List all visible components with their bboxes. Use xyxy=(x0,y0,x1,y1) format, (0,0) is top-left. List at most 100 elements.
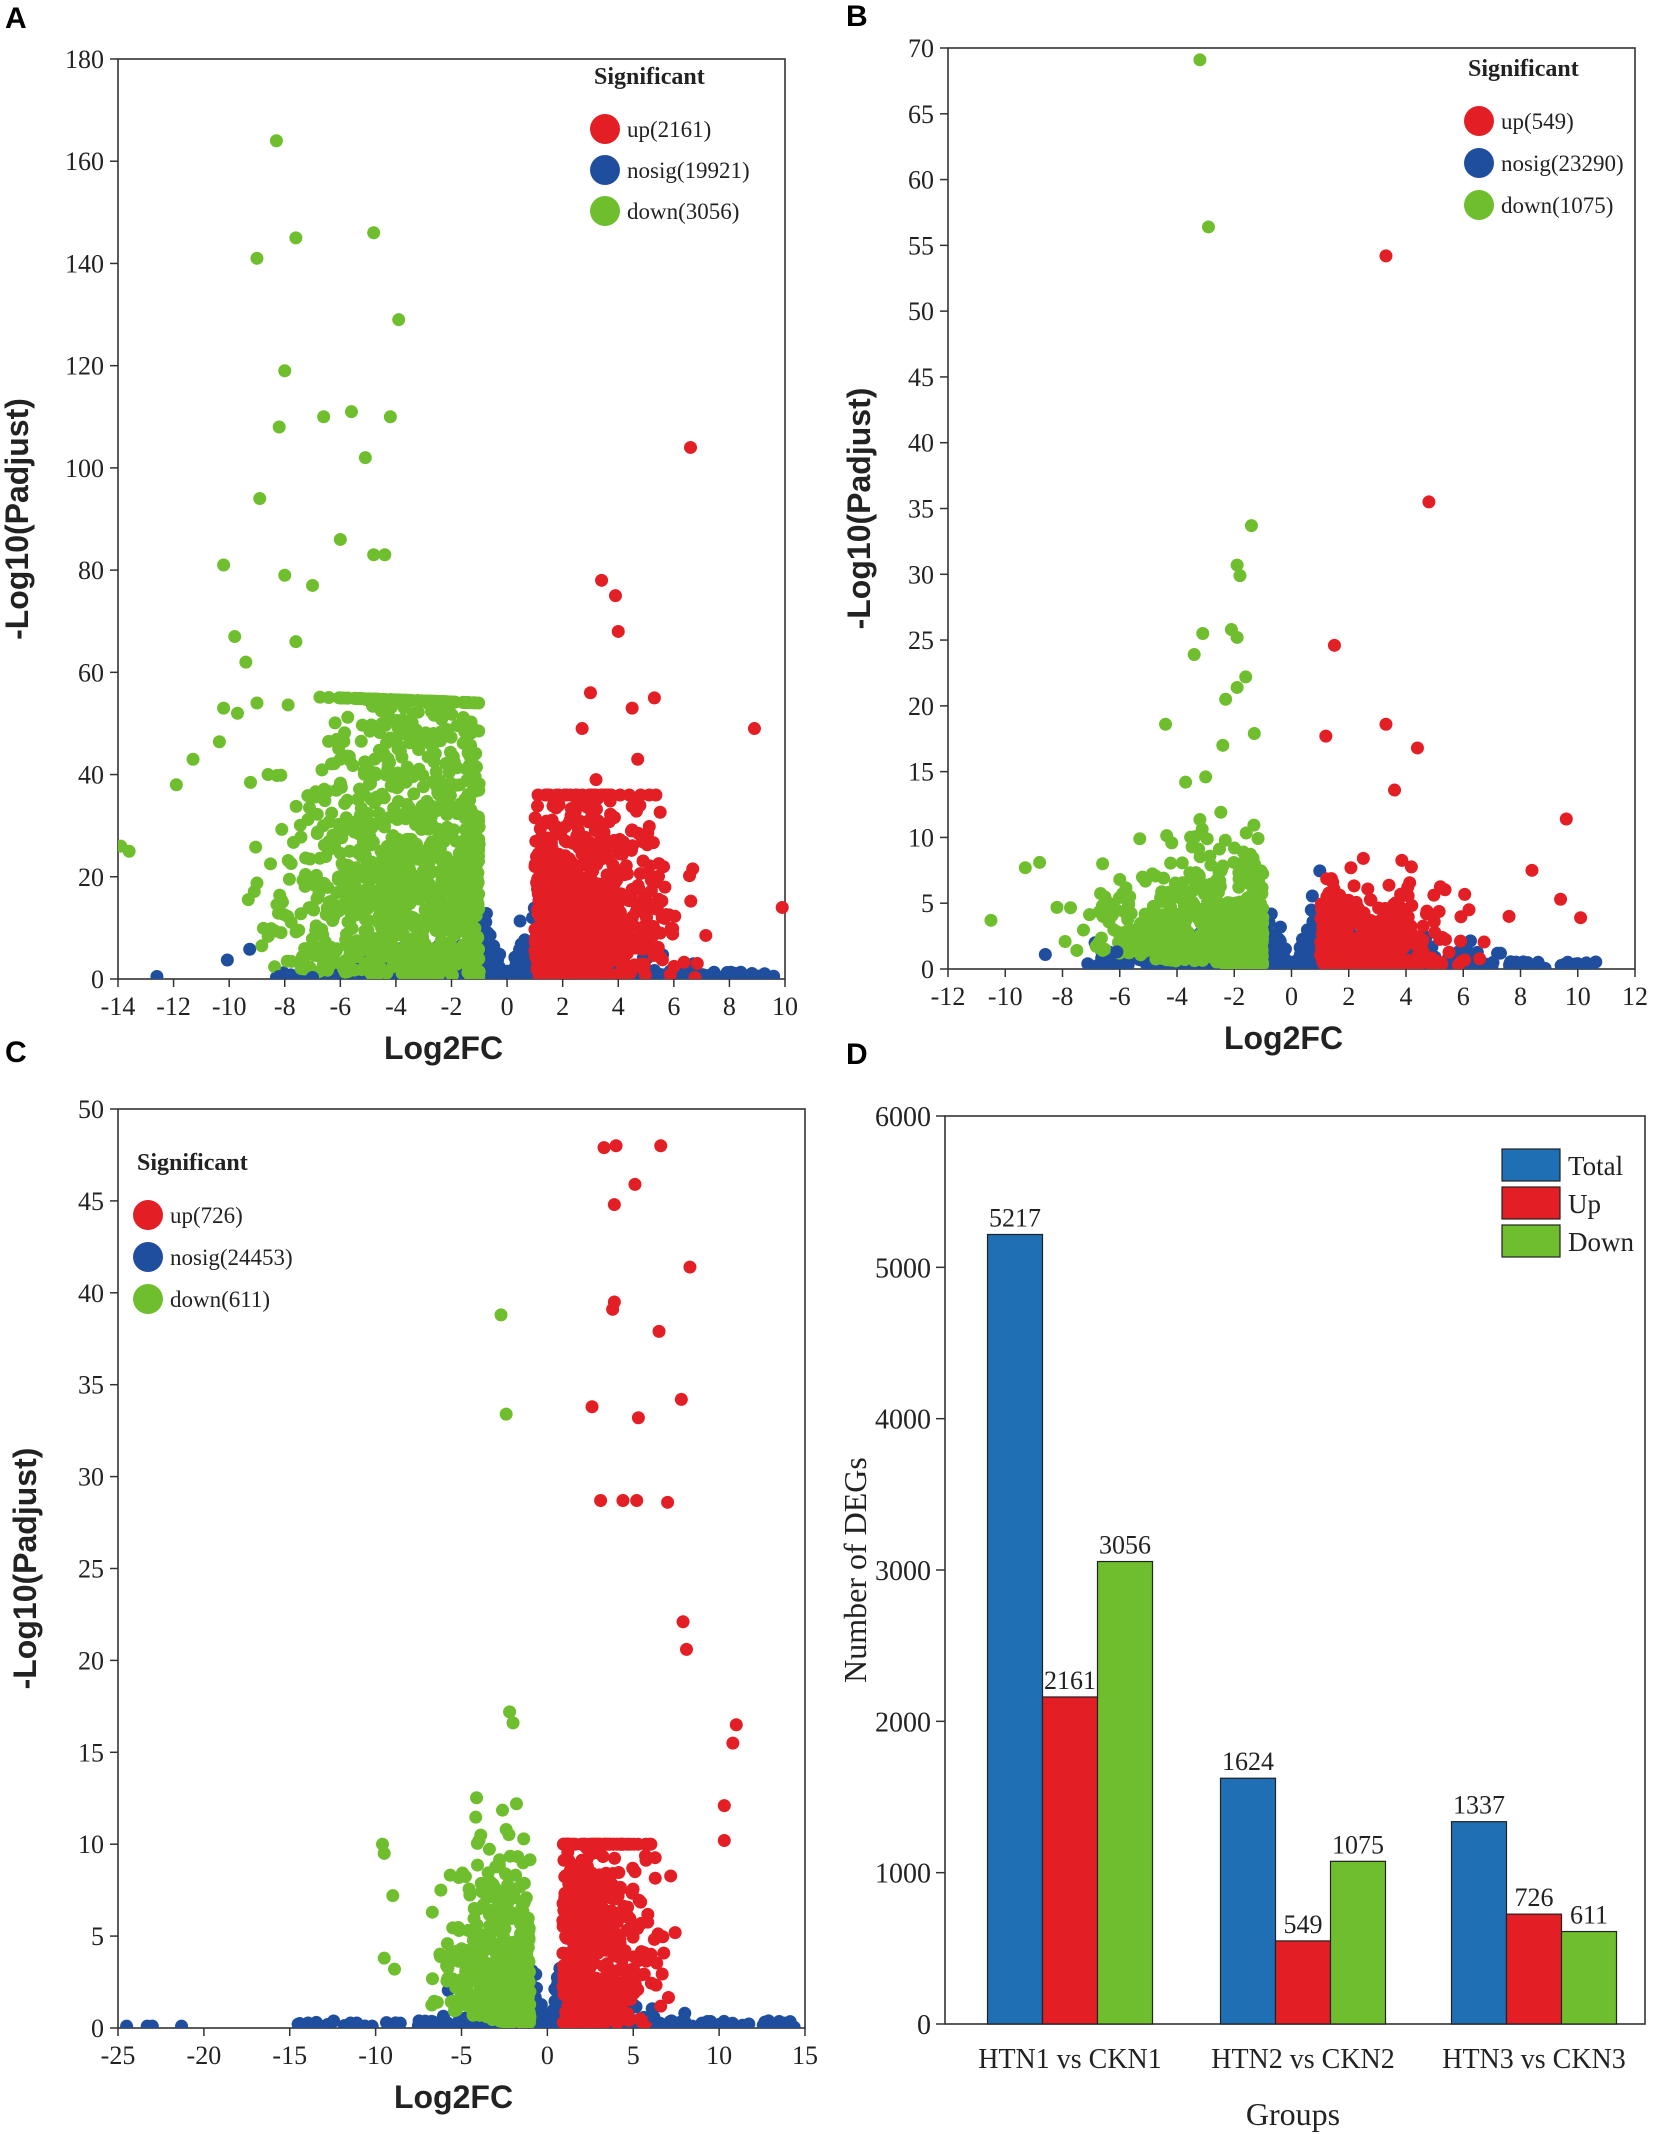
point-up xyxy=(548,822,562,836)
point-down xyxy=(1070,943,1084,957)
point-down xyxy=(388,693,402,707)
point-down xyxy=(1203,849,1217,863)
point-down xyxy=(1138,874,1152,888)
point-down xyxy=(468,958,482,972)
point-down xyxy=(377,820,391,834)
x-axis: -14 -12 -10 -8 -6 -4 -2 0 2 4 6 8 10 xyxy=(101,979,798,1021)
point-down xyxy=(1183,945,1197,959)
point-down xyxy=(425,705,439,719)
point-down xyxy=(404,914,418,928)
point-up xyxy=(593,912,607,926)
point-down xyxy=(417,694,431,708)
point-up xyxy=(581,855,595,869)
point-up xyxy=(578,930,592,944)
point-down xyxy=(425,835,439,849)
point-down xyxy=(367,548,381,562)
point-down xyxy=(378,548,392,562)
point-down xyxy=(169,778,183,792)
point-up xyxy=(587,798,601,812)
point-down xyxy=(391,742,405,756)
point-down xyxy=(322,895,336,909)
point-up xyxy=(600,944,614,958)
point-down xyxy=(338,797,352,811)
point-down xyxy=(405,716,419,730)
point-nosig xyxy=(728,966,742,979)
point-down xyxy=(1094,886,1108,900)
point-down xyxy=(1094,931,1108,945)
y-tick-label: 0 xyxy=(91,965,104,994)
point-down xyxy=(471,897,485,911)
point-down xyxy=(1155,885,1169,899)
point-up xyxy=(580,955,594,969)
point-up xyxy=(539,814,553,828)
point-down xyxy=(313,690,327,704)
point-down xyxy=(432,865,446,879)
point-down xyxy=(465,907,479,921)
point-down xyxy=(339,953,353,967)
point-down xyxy=(289,799,303,813)
point-down xyxy=(1218,833,1232,847)
x-tick-label: 8 xyxy=(723,992,736,1021)
point-down xyxy=(1188,830,1202,844)
point-down xyxy=(1206,940,1220,954)
point-down xyxy=(1200,832,1214,846)
point-down xyxy=(1137,926,1151,940)
point-down xyxy=(335,831,349,845)
point-down xyxy=(1243,856,1257,870)
point-down xyxy=(396,904,410,918)
point-up xyxy=(543,788,557,802)
point-up xyxy=(1344,861,1358,875)
point-down xyxy=(363,724,377,738)
point-down xyxy=(395,966,409,979)
point-up xyxy=(607,877,621,891)
point-down xyxy=(450,778,464,792)
point-up xyxy=(631,752,645,766)
point-down xyxy=(1238,945,1252,959)
point-up xyxy=(539,842,553,856)
point-up xyxy=(568,835,582,849)
point-up xyxy=(582,815,596,829)
point-down xyxy=(250,251,264,265)
point-down xyxy=(1064,901,1078,915)
x-tick-label: 6 xyxy=(667,992,680,1021)
point-down xyxy=(399,878,413,892)
point-down xyxy=(311,825,325,839)
point-down xyxy=(1197,945,1211,959)
point-up xyxy=(677,955,691,969)
point-up xyxy=(591,814,605,828)
point-up xyxy=(632,882,646,896)
point-up xyxy=(547,928,561,942)
point-down xyxy=(1251,831,1265,845)
volcano-plot-a: A-14 -12 -10 -8 -6 -4 -2 0 2 4 6 8 10020406080100120… xyxy=(0,2,798,1066)
point-down xyxy=(456,939,470,953)
point-up xyxy=(534,970,548,979)
point-down xyxy=(410,849,424,863)
point-nosig xyxy=(243,942,257,956)
point-up xyxy=(642,788,656,802)
point-down xyxy=(465,758,479,772)
legend-swatch-up xyxy=(590,114,620,144)
y-tick-label: 40 xyxy=(78,761,104,790)
point-up xyxy=(575,722,589,736)
point-down xyxy=(1185,840,1199,854)
point-down xyxy=(317,410,331,424)
point-down xyxy=(241,893,255,907)
point-up xyxy=(625,800,639,814)
point-down xyxy=(466,923,480,937)
point-up xyxy=(643,859,657,873)
x-tick-label: -4 xyxy=(385,992,407,1021)
point-up xyxy=(589,788,603,802)
point-down xyxy=(1214,805,1228,819)
point-down xyxy=(275,822,289,836)
point-down xyxy=(292,923,306,937)
point-down xyxy=(461,787,475,801)
point-down xyxy=(327,757,341,771)
y-axis-title: -Log10(Padjust) xyxy=(0,398,35,640)
point-nosig xyxy=(284,968,298,979)
point-up xyxy=(615,912,629,926)
point-up xyxy=(653,950,667,964)
y-tick-label: 120 xyxy=(65,352,104,381)
point-down xyxy=(272,420,286,434)
point-down xyxy=(459,889,473,903)
